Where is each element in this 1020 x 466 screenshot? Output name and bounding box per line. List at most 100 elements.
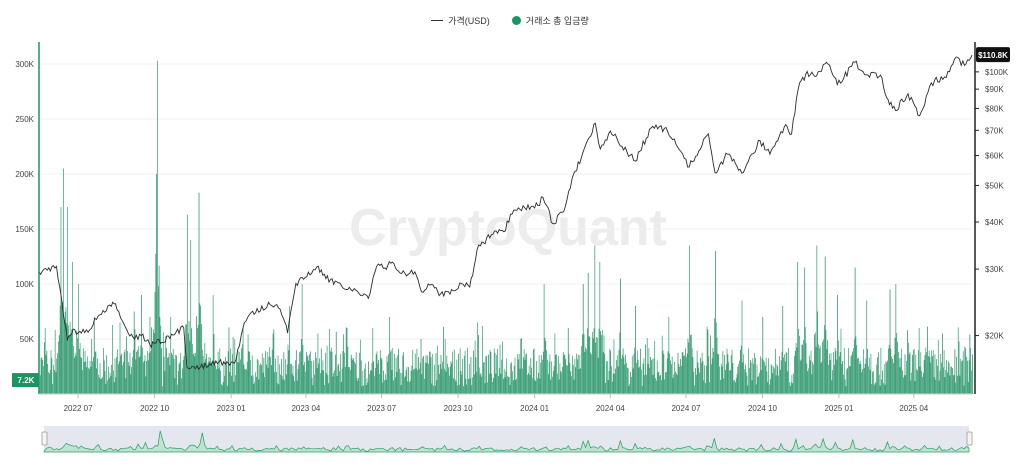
inflow-bar [233, 381, 235, 394]
inflow-bar [881, 379, 883, 394]
inflow-bar [657, 372, 659, 394]
x-tick-label: 2024 04 [596, 404, 625, 413]
inflow-bar [584, 351, 586, 394]
inflow-bar [185, 324, 187, 394]
inflow-bar [68, 334, 70, 394]
inflow-bar [858, 363, 860, 394]
inflow-bar [770, 364, 772, 394]
inflow-bar [704, 365, 705, 394]
inflow-bar [616, 360, 617, 394]
inflow-bar [176, 355, 177, 394]
inflow-bar [664, 379, 666, 394]
navigator-right-handle[interactable] [966, 431, 973, 446]
inflow-bar [531, 367, 532, 394]
inflow-bar [542, 359, 543, 394]
inflow-bar [666, 358, 668, 394]
inflow-bar [819, 346, 821, 394]
inflow-bar [897, 341, 898, 394]
inflow-bar [171, 352, 172, 394]
inflow-bar [636, 350, 638, 394]
inflow-bar [374, 375, 375, 394]
inflow-bar [613, 339, 615, 394]
inflow-bar [661, 335, 663, 394]
inflow-bar [656, 360, 658, 394]
navigator-left-handle[interactable] [41, 431, 48, 446]
inflow-bar [525, 354, 527, 394]
inflow-bar [764, 361, 765, 394]
inflow-bar [122, 365, 123, 394]
inflow-bar [79, 343, 81, 394]
inflow-bar [923, 359, 925, 394]
watermark: CryptoQuant [349, 199, 667, 257]
inflow-bar [330, 347, 332, 394]
inflow-bar [522, 368, 523, 394]
inflow-bar [300, 351, 301, 394]
inflow-bar [593, 328, 595, 394]
inflow-bar [737, 367, 739, 394]
inflow-bar [502, 341, 503, 394]
inflow-bar [163, 356, 165, 394]
legend-item-price[interactable]: 가격(USD) [431, 14, 490, 27]
inflow-bar [429, 351, 431, 394]
inflow-bar [710, 335, 711, 394]
inflow-bar [547, 374, 549, 394]
inflow-bar [969, 334, 971, 394]
inflow-bar [936, 358, 937, 394]
inflow-bar [122, 361, 124, 394]
inflow-bar [434, 385, 436, 394]
inflow-bar [98, 374, 99, 394]
inflow-bar [913, 348, 915, 394]
left-tick-label: 250K [15, 115, 34, 124]
inflow-bar [596, 337, 597, 394]
inflow-bar [688, 342, 690, 394]
inflow-bar [404, 377, 405, 394]
inflow-bar [59, 305, 61, 394]
inflow-bar [839, 352, 841, 394]
inflow-bar [889, 289, 891, 394]
inflow-bar [449, 366, 451, 394]
inflow-bar [509, 384, 511, 394]
inflow-bar [684, 355, 685, 394]
inflow-bar [307, 355, 309, 394]
x-tick-label: 2024 07 [671, 404, 700, 413]
legend-item-inflow[interactable]: 거래소 총 입금량 [511, 14, 589, 27]
inflow-bar [617, 366, 619, 394]
inflow-bar [517, 359, 519, 394]
inflow-bar [735, 382, 736, 394]
inflow-bar [325, 373, 327, 394]
inflow-bar [142, 362, 144, 394]
inflow-bar [848, 365, 850, 394]
inflow-bar [967, 360, 968, 394]
inflow-bar [488, 373, 490, 394]
inflow-bar [120, 355, 122, 394]
inflow-bar [162, 386, 163, 394]
inflow-bar [555, 354, 557, 394]
range-navigator[interactable] [41, 426, 973, 453]
inflow-bar [499, 344, 501, 394]
inflow-bar [172, 354, 173, 394]
inflow-bar [409, 382, 410, 394]
inflow-bar [932, 350, 934, 394]
inflow-bar [879, 385, 881, 394]
inflow-bar [943, 350, 945, 394]
inflow-bar [833, 364, 835, 394]
inflow-bar [151, 327, 152, 394]
inflow-bar [438, 364, 439, 394]
inflow-bar [557, 355, 559, 394]
inflow-bar [251, 375, 252, 394]
inflow-bar [80, 357, 82, 394]
inflow-bar [349, 367, 350, 394]
inflow-bar [329, 328, 330, 394]
inflow-bar [859, 360, 861, 394]
inflow-bar [327, 375, 329, 394]
inflow-bar [958, 341, 960, 394]
inflow-bar [811, 374, 813, 394]
inflow-bar [774, 348, 776, 394]
inflow-bar [598, 328, 600, 394]
inflow-bar [586, 349, 587, 394]
inflow-bar [877, 357, 878, 394]
inflow-bar [572, 365, 574, 394]
inflow-bar [309, 354, 310, 394]
inflow-bar [602, 352, 604, 394]
